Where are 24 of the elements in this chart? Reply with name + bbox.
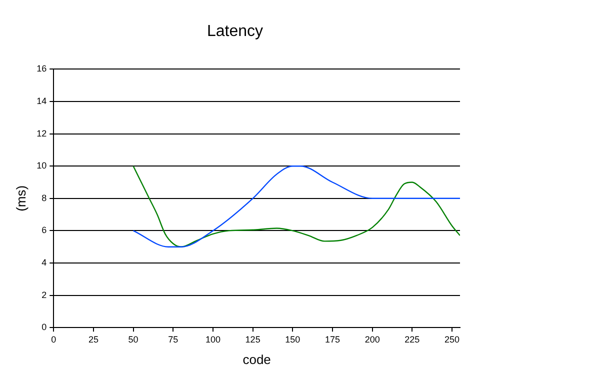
y-axis-title: (ms) [13, 185, 28, 212]
x-axis-title: code [242, 352, 271, 367]
y-tick-label: 12 [36, 128, 47, 138]
x-tick-label: 75 [168, 334, 178, 344]
x-tick-label: 150 [285, 334, 300, 344]
y-tick-label: 2 [42, 290, 47, 300]
y-tick-label: 10 [36, 160, 47, 171]
y-tick-label: 14 [36, 96, 47, 106]
y-tick-label: 0 [42, 322, 47, 332]
x-tick-label: 225 [404, 334, 420, 344]
x-tick-label: 250 [444, 334, 460, 344]
x-tick-label: 125 [245, 334, 260, 344]
x-tick-label: 0 [51, 334, 56, 344]
x-tick-label: 175 [324, 334, 340, 344]
chart-title: Latency [206, 23, 264, 40]
x-tick-label: 50 [128, 334, 138, 344]
line-series [132, 166, 460, 248]
y-tick-label: 8 [42, 192, 47, 203]
y-tick-label: 4 [42, 257, 47, 268]
x-tick-label: 100 [205, 334, 220, 344]
x-tick-label: 25 [88, 334, 98, 344]
x-tick-label: 200 [364, 334, 380, 344]
y-tick-label: 16 [36, 64, 47, 74]
y-tick-label: 6 [42, 225, 47, 236]
